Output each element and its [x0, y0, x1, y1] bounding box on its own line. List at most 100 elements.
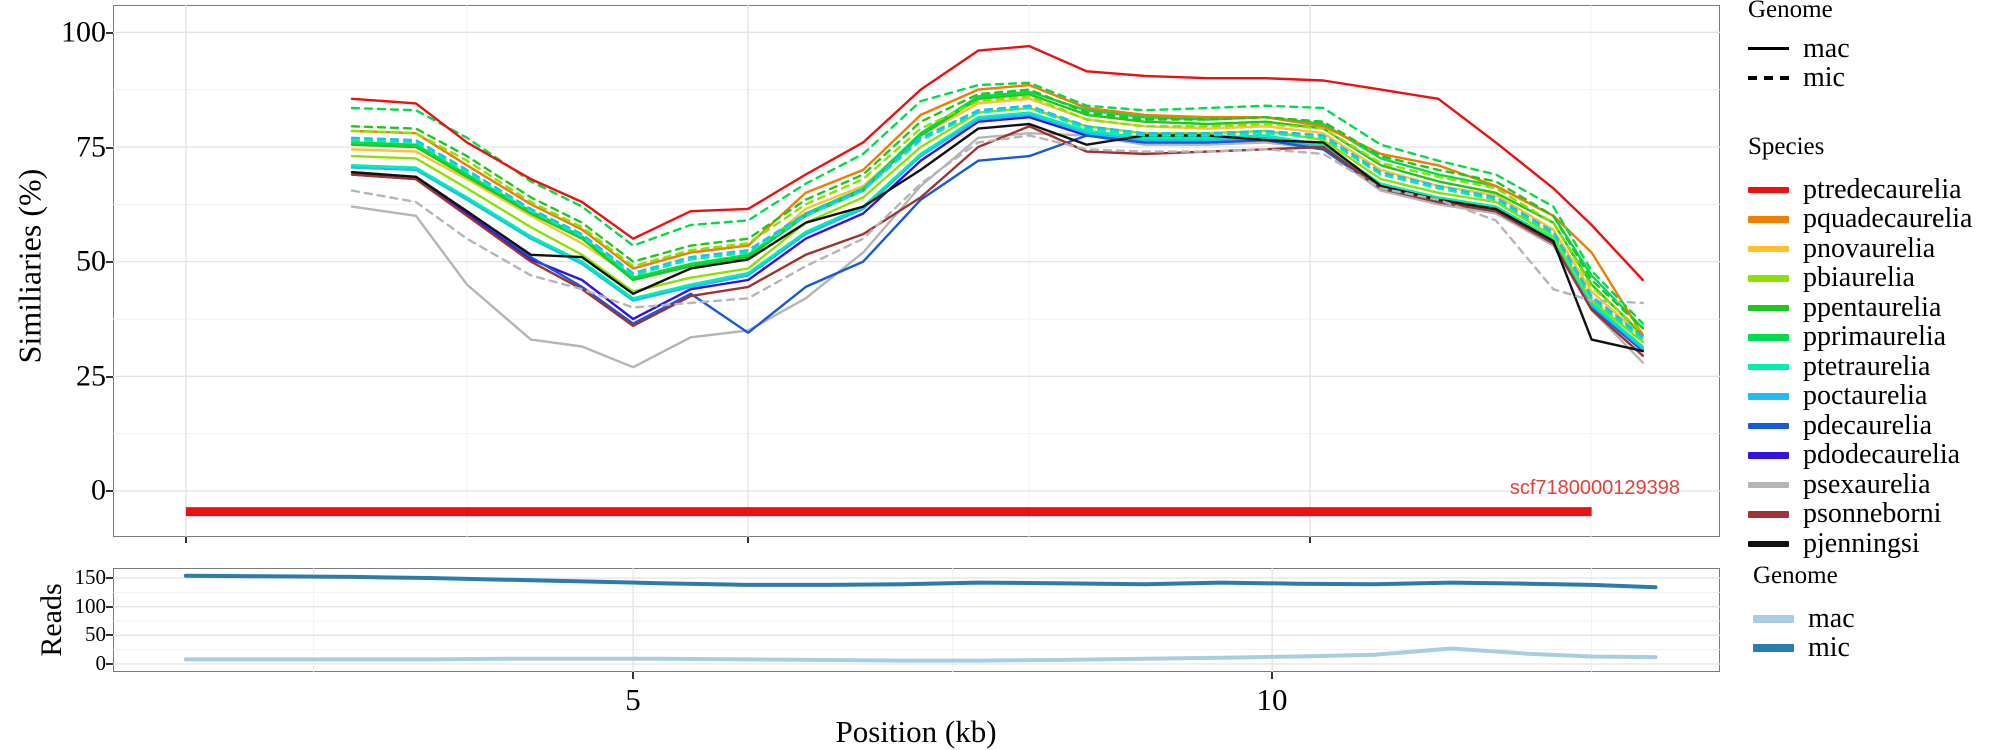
legend-item-species-psonneborni: psonneborni: [1748, 500, 2000, 530]
legend-item-species-pquadecaurelia: pquadecaurelia: [1748, 205, 2000, 235]
series-line-psonneborni-mac: [350, 125, 1645, 357]
legend-item-species-psexaurelia: psexaurelia: [1748, 470, 2000, 500]
main-ytickmark: [106, 490, 113, 492]
legend-item-species-pdecaurelia: pdecaurelia: [1748, 411, 2000, 441]
legend-item-label: pdecaurelia: [1803, 409, 1933, 441]
legend-item-label: mac: [1808, 602, 1855, 634]
series-line-pprimaurelia-mac: [350, 90, 1645, 330]
legend-item-species-ppentaurelia: ppentaurelia: [1748, 293, 2000, 323]
reads-color-key-icon: [1753, 614, 1794, 623]
main-xtickmark: [1309, 537, 1311, 543]
legend-item-label: pprimaurelia: [1803, 321, 1947, 353]
series-line-pjenningsi-mac: [350, 122, 1645, 353]
series-line-poctaurelia-mic: [350, 104, 1645, 339]
legend-item-species-pbiaurelia: pbiaurelia: [1748, 264, 2000, 294]
species-color-key-icon: [1748, 334, 1789, 341]
legend-item-genome-mac: mac: [1748, 34, 2000, 64]
reads-ytickmark: [106, 606, 113, 608]
series-line-ptetraurelia-mic: [350, 106, 1645, 341]
legend-item-label: ppentaurelia: [1803, 291, 1942, 323]
reads-ytickmark: [106, 634, 113, 636]
species-color-key-icon: [1748, 422, 1789, 429]
species-color-key-icon: [1748, 393, 1789, 400]
legend-item-species-pnovaurelia: pnovaurelia: [1748, 234, 2000, 264]
series-line-ptetraurelia-mac: [350, 111, 1645, 348]
scaffold-bar: [185, 507, 1592, 517]
xtick-10: 10: [1256, 682, 1288, 717]
species-color-key-icon: [1748, 363, 1789, 370]
main-ytick-25: 25: [76, 359, 106, 393]
legend-item-reads-mac: mac: [1753, 604, 2000, 634]
main-ytickmark: [106, 261, 113, 263]
main-ytickmark: [106, 147, 113, 149]
scaffold-label: scf7180000129398: [1509, 477, 1680, 499]
x-tickmark-10: [1271, 672, 1273, 679]
legend-species-title: Species: [1748, 133, 1825, 160]
legend-top: Genome mac mic Species ptredecaurelia pqu…: [1748, 0, 2000, 559]
legend-item-label: pquadecaurelia: [1803, 203, 1973, 235]
xtick-5: 5: [625, 682, 641, 717]
legend-item-label: mic: [1808, 632, 1850, 664]
main-ytick-0: 0: [91, 473, 106, 507]
reads-ytick-150: 150: [74, 565, 107, 589]
legend-item-label: mac: [1803, 32, 1850, 64]
series-line-reads-mic: [183, 573, 1658, 590]
series-line-ppentaurelia-mic: [350, 88, 1645, 330]
legend-reads-genome-title: Genome: [1753, 562, 1838, 589]
species-color-key-icon: [1748, 452, 1789, 459]
series-line-pbiaurelia-mic: [350, 95, 1645, 334]
series-line-pprimaurelia-mic: [350, 81, 1645, 325]
legend-item-label: pbiaurelia: [1803, 262, 1915, 294]
species-color-key-icon: [1748, 186, 1789, 193]
reads-ytickmark: [106, 663, 113, 665]
series-line-poctaurelia-mac: [350, 113, 1645, 350]
x-tickmark-5: [632, 672, 634, 679]
legend-item-species-pdodecaurelia: pdodecaurelia: [1748, 441, 2000, 471]
reads-ytick-0: 0: [95, 651, 107, 675]
main-ytick-50: 50: [76, 244, 106, 278]
legend-item-label: ptredecaurelia: [1803, 173, 1962, 205]
legend-item-label: pdodecaurelia: [1803, 439, 1961, 471]
species-color-key-icon: [1748, 511, 1789, 518]
legend-item-species-ptredecaurelia: ptredecaurelia: [1748, 175, 2000, 205]
legend-item-label: psexaurelia: [1803, 468, 1931, 500]
legend-bottom: Genome mac mic: [1753, 562, 2000, 663]
species-color-key-icon: [1748, 540, 1789, 547]
legend-item-genome-mic: mic: [1748, 64, 2000, 94]
species-color-key-icon: [1748, 275, 1789, 282]
legend-item-species-ptetraurelia: ptetraurelia: [1748, 352, 2000, 382]
reads-chart-svg: [113, 568, 1720, 672]
legend-item-label: ptetraurelia: [1803, 350, 1931, 382]
solid-line-key-icon: [1748, 47, 1789, 51]
species-color-key-icon: [1748, 245, 1789, 252]
main-xtickmark: [747, 537, 749, 543]
x-axis-title: Position (kb): [835, 714, 997, 749]
main-ytick-75: 75: [76, 130, 106, 164]
dashed-line-key-icon: [1748, 76, 1789, 81]
main-ytick-100: 100: [61, 15, 106, 49]
main-ytickmark: [106, 32, 113, 34]
legend-item-reads-mic: mic: [1753, 634, 2000, 664]
legend-item-label: poctaurelia: [1803, 380, 1928, 412]
legend-item-label: pjenningsi: [1803, 527, 1920, 559]
main-ytickmark: [106, 376, 113, 378]
legend-species-items: ptredecaurelia pquadecaurelia pnovaurelia p…: [1748, 175, 2000, 559]
legend-genome-title: Genome: [1748, 0, 1833, 23]
reads-ytick-100: 100: [74, 594, 107, 618]
legend-reads-items: mac mic: [1753, 604, 2000, 663]
series-line-pdodecaurelia-mac: [350, 115, 1645, 350]
main-xtickmark: [185, 537, 187, 543]
legend-item-species-pprimaurelia: pprimaurelia: [1748, 323, 2000, 353]
series-line-pnovaurelia-mac: [350, 97, 1645, 339]
series-line-reads-mac: [183, 646, 1658, 663]
series-line-ppentaurelia-mac: [350, 92, 1645, 337]
series-line-pquadecaurelia-mac: [350, 83, 1645, 337]
reads-color-key-icon: [1753, 644, 1794, 653]
reads-ytickmark: [106, 577, 113, 579]
legend-item-label: mic: [1803, 62, 1845, 94]
legend-item-species-pjenningsi: pjenningsi: [1748, 529, 2000, 559]
similarity-chart-svg: [113, 5, 1720, 537]
legend-item-species-poctaurelia: poctaurelia: [1748, 382, 2000, 412]
species-color-key-icon: [1748, 304, 1789, 311]
